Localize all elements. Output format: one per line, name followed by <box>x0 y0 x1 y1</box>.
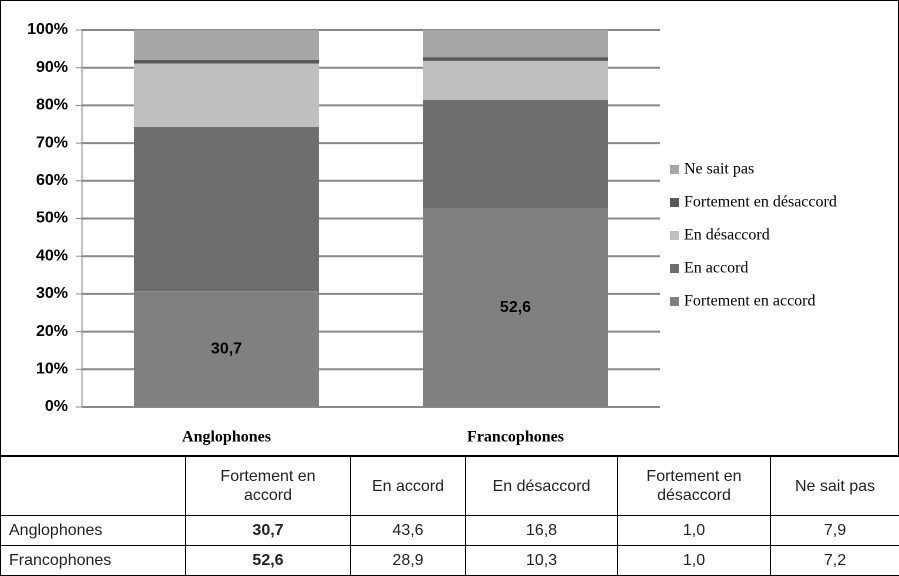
y-tick-label: 10% <box>36 361 68 378</box>
bar-segment <box>134 64 319 127</box>
legend-swatch <box>670 264 679 273</box>
y-tick-label: 20% <box>36 323 68 340</box>
x-tick-label: Anglophones <box>182 429 271 446</box>
header-cell: En désaccord <box>466 457 618 516</box>
header-cell: Fortement en désaccord <box>618 457 771 516</box>
y-tick-label: 30% <box>36 285 68 302</box>
bar-segment <box>134 60 319 64</box>
x-tick-label: Francophones <box>467 429 564 446</box>
header-cell <box>1 457 186 516</box>
y-tick-label: 70% <box>36 134 68 151</box>
table-cell: 52,6 <box>186 546 351 576</box>
table-cell: 16,8 <box>466 516 618 546</box>
chart: 0% 10% 20% 30% 40% 50% 60% 70% 80% 90% 100% Angloph… <box>0 0 899 456</box>
data-label: 52,6 <box>500 299 531 316</box>
y-tick-label: 90% <box>36 59 68 76</box>
legend-label: Fortement en accord <box>684 293 816 310</box>
bar-segment <box>423 100 608 209</box>
bar-segment <box>423 61 608 100</box>
bar-segment <box>423 30 608 57</box>
header-cell: En accord <box>351 457 466 516</box>
legend-swatch <box>670 231 679 240</box>
header-cell: Fortement en accord <box>186 457 351 516</box>
legend-label: Fortement en désaccord <box>684 194 837 211</box>
table-cell: 10,3 <box>466 546 618 576</box>
table-cell: 28,9 <box>351 546 466 576</box>
table-cell: 7,9 <box>771 516 899 546</box>
y-tick-label: 50% <box>36 210 68 227</box>
legend-swatch <box>670 165 679 174</box>
data-label: 30,7 <box>211 340 242 357</box>
table-cell: 30,7 <box>186 516 351 546</box>
y-tick-label: 80% <box>36 97 68 114</box>
bar-segment <box>134 30 319 60</box>
row-label: Anglophones <box>1 516 186 546</box>
legend-label: En désaccord <box>684 227 770 244</box>
y-tick-label: 100% <box>27 21 68 38</box>
table-cell: 1,0 <box>618 546 771 576</box>
y-tick-label: 60% <box>36 172 68 189</box>
legend-label: En accord <box>684 260 748 277</box>
bar-segment <box>423 57 608 61</box>
row-label: Francophones <box>1 546 186 576</box>
legend-label: Ne sait pas <box>684 161 754 178</box>
y-tick-label: 40% <box>36 247 68 264</box>
y-tick-label: 0% <box>45 398 68 415</box>
header-cell: Ne sait pas <box>771 457 899 516</box>
bar-segment <box>134 127 319 291</box>
legend-swatch <box>670 297 679 306</box>
legend-swatch <box>670 198 679 207</box>
table-cell: 43,6 <box>351 516 466 546</box>
table-cell: 1,0 <box>618 516 771 546</box>
table-cell: 7,2 <box>771 546 899 576</box>
